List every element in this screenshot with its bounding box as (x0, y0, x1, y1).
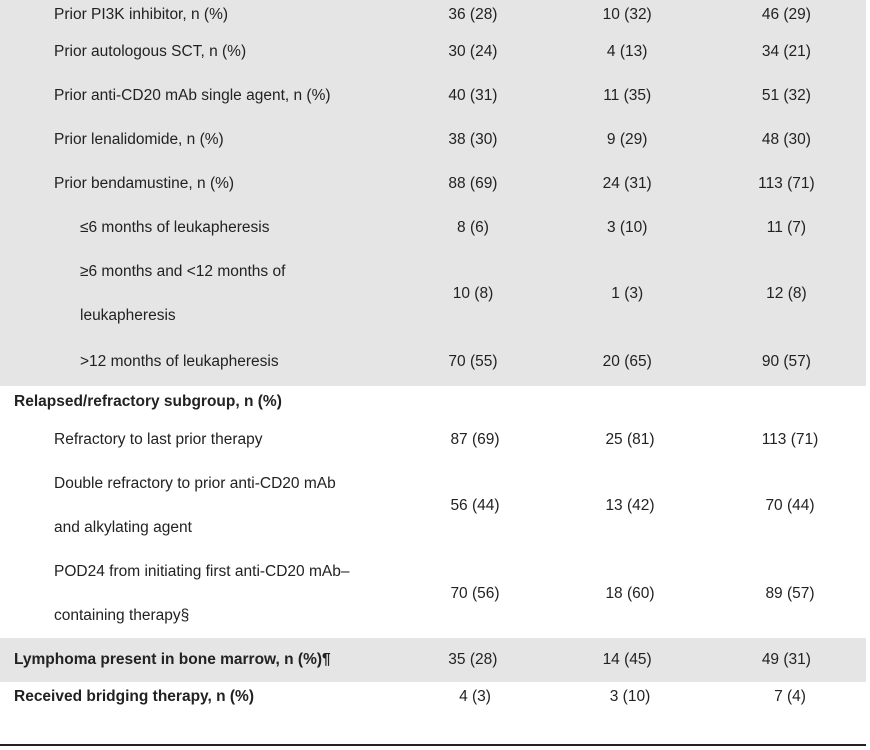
cell-col3: 70 (44) (765, 497, 815, 514)
cell-col3: 7 (4) (774, 688, 806, 705)
cell-col1: 4 (3) (459, 688, 491, 705)
table-row: Prior lenalidomide, n (%) 38 (30) 9 (29)… (0, 118, 866, 162)
cell-col2: 20 (65) (602, 353, 652, 370)
cell-col1: 70 (56) (450, 585, 500, 602)
table-row: ≤6 months of leukapheresis 8 (6) 3 (10) … (0, 206, 866, 250)
cell-col3: 90 (57) (761, 353, 811, 370)
table-row: Lymphoma present in bone marrow, n (%)¶ … (0, 638, 866, 682)
cell-col2: 9 (29) (606, 131, 648, 148)
cell-col1: 88 (69) (448, 175, 498, 192)
row-label-line: Double refractory to prior anti-CD20 mAb (54, 475, 336, 492)
cell-col3: 51 (32) (761, 87, 811, 104)
cell-col3: 12 (8) (766, 285, 807, 302)
row-label: Prior autologous SCT, n (%) (54, 43, 247, 60)
cell-col3: 48 (30) (761, 131, 811, 148)
cell-col2: 25 (81) (605, 431, 655, 448)
table-row: Double refractory to prior anti-CD20 mAb… (0, 462, 870, 550)
row-label: Prior anti-CD20 mAb single agent, n (%) (54, 87, 331, 104)
section-header: Relapsed/refractory subgroup, n (%) (14, 393, 282, 410)
row-label: Prior PI3K inhibitor, n (%) (54, 6, 229, 23)
row-label-line: ≥6 months and <12 months of (80, 263, 286, 280)
cell-col3: 34 (21) (761, 43, 811, 60)
table-bottom-rule (0, 744, 866, 746)
table-row: POD24 from initiating first anti-CD20 mA… (0, 550, 870, 638)
table-row: Prior anti-CD20 mAb single agent, n (%) … (0, 74, 866, 118)
cell-col1: 8 (6) (457, 219, 489, 236)
table-row: ≥6 months and <12 months of leukapheresi… (0, 250, 866, 338)
table-row: Refractory to last prior therapy 87 (69)… (0, 418, 870, 462)
cell-col2: 11 (35) (603, 87, 652, 104)
row-label: Double refractory to prior anti-CD20 mAb… (0, 462, 400, 550)
cell-col1: 35 (28) (448, 651, 498, 668)
row-label-line: containing therapy§ (54, 607, 190, 624)
cell-col2: 3 (10) (609, 688, 651, 705)
cell-col2: 10 (32) (602, 6, 652, 23)
row-label: Prior lenalidomide, n (%) (54, 131, 224, 148)
cell-col2: 3 (10) (606, 219, 648, 236)
row-label: ≤6 months of leukapheresis (80, 219, 270, 236)
cell-col1: 36 (28) (448, 6, 498, 23)
cell-col2: 24 (31) (602, 175, 652, 192)
cell-col3: 46 (29) (761, 6, 811, 23)
row-label: Lymphoma present in bone marrow, n (%)¶ (14, 651, 331, 668)
cell-col3: 11 (7) (766, 219, 807, 236)
cell-col1: 40 (31) (448, 87, 498, 104)
cell-col1: 87 (69) (450, 431, 500, 448)
cell-col3: 89 (57) (765, 585, 815, 602)
row-label: ≥6 months and <12 months of leukapheresi… (0, 250, 398, 338)
row-label: POD24 from initiating first anti-CD20 mA… (0, 550, 400, 638)
table-row: Prior PI3K inhibitor, n (%) 36 (28) 10 (… (0, 0, 866, 30)
row-label-line: POD24 from initiating first anti-CD20 mA… (54, 563, 350, 580)
cell-col2: 13 (42) (605, 497, 655, 514)
cell-col3: 49 (31) (761, 651, 811, 668)
shaded-section: Prior PI3K inhibitor, n (%) 36 (28) 10 (… (0, 0, 866, 386)
row-label-line: leukapheresis (80, 307, 176, 324)
cell-col3: 113 (71) (758, 175, 815, 192)
row-label-line: and alkylating agent (54, 519, 192, 536)
cell-col3: 113 (71) (761, 431, 819, 448)
row-label: Prior bendamustine, n (%) (54, 175, 235, 192)
table-row: Prior bendamustine, n (%) 88 (69) 24 (31… (0, 162, 866, 206)
table-row: Prior autologous SCT, n (%) 30 (24) 4 (1… (0, 30, 866, 74)
row-label: >12 months of leukapheresis (80, 353, 279, 370)
cell-col1: 38 (30) (448, 131, 498, 148)
row-label: Received bridging therapy, n (%) (14, 688, 255, 705)
cell-col1: 56 (44) (450, 497, 500, 514)
table-row: >12 months of leukapheresis 70 (55) 20 (… (0, 338, 866, 386)
cell-col2: 14 (45) (602, 651, 652, 668)
cell-col2: 18 (60) (605, 585, 655, 602)
cell-col2: 1 (3) (611, 285, 644, 302)
cell-col1: 70 (55) (448, 353, 498, 370)
cell-col1: 10 (8) (452, 285, 494, 302)
section-header-row: Relapsed/refractory subgroup, n (%) (0, 386, 870, 418)
cell-col1: 30 (24) (448, 43, 498, 60)
row-label: Refractory to last prior therapy (54, 431, 263, 448)
table-row: Received bridging therapy, n (%) 4 (3) 3… (0, 682, 870, 712)
cell-col2: 4 (13) (606, 43, 648, 60)
